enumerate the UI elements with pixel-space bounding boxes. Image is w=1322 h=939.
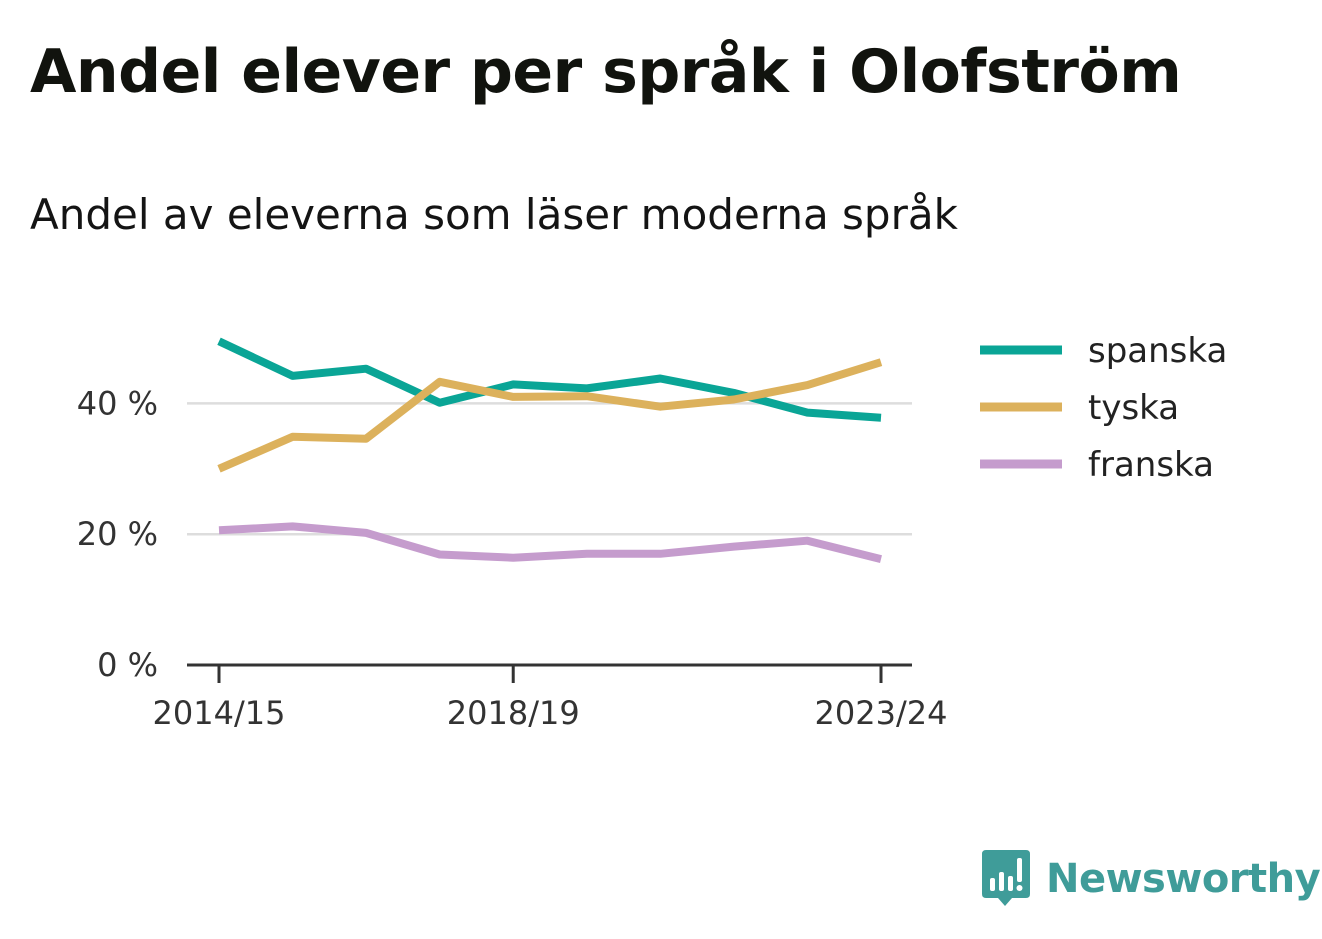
chart-title: Andel elever per språk i Olofström xyxy=(30,37,1182,107)
x-tick-label: 2023/24 xyxy=(815,694,948,732)
brand-logo: Newsworthy xyxy=(980,848,1321,910)
gridlines xyxy=(187,402,912,536)
x-axis: 2014/15 2018/19 2023/24 xyxy=(153,663,948,732)
y-tick-label: 0 % xyxy=(97,646,158,684)
series-line-spanska xyxy=(217,337,882,422)
legend: spanska tyska franska xyxy=(980,331,1227,485)
x-tick-label: 2018/19 xyxy=(447,694,580,732)
legend-label-franska: franska xyxy=(1088,445,1214,485)
y-tick-label: 40 % xyxy=(77,384,158,422)
brand-name: Newsworthy xyxy=(1046,856,1321,902)
series-lines xyxy=(217,337,883,563)
newsworthy-logo-icon xyxy=(982,850,1030,906)
series-line-tyska xyxy=(217,358,883,473)
x-tick-label: 2014/15 xyxy=(153,694,286,732)
y-tick-label: 20 % xyxy=(77,515,158,553)
legend-label-tyska: tyska xyxy=(1088,388,1179,428)
legend-label-spanska: spanska xyxy=(1088,331,1227,371)
series-line-franska xyxy=(218,522,882,563)
chart-subtitle: Andel av eleverna som läser moderna språ… xyxy=(30,190,958,239)
y-axis-labels: 0 % 20 % 40 % xyxy=(77,384,158,684)
